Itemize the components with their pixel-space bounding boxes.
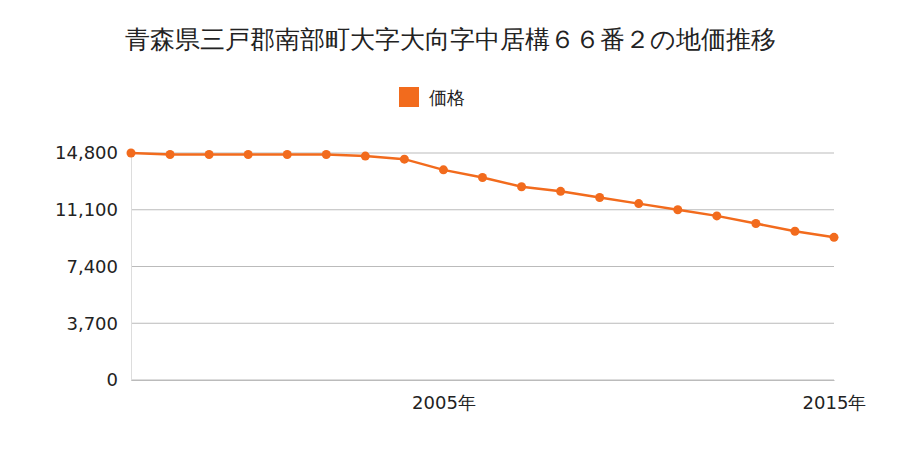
point — [205, 150, 214, 159]
y-axis-line — [131, 154, 132, 381]
x-tick: 2015年 — [803, 380, 867, 413]
point — [166, 150, 175, 159]
legend-label: 価格 — [429, 87, 465, 108]
grid-line — [131, 380, 834, 381]
point — [283, 150, 292, 159]
point — [244, 150, 253, 159]
point — [517, 182, 526, 191]
marks — [127, 149, 839, 242]
point — [634, 199, 643, 208]
y-tick-label: 11,100 — [55, 199, 118, 220]
grid-line — [131, 209, 834, 210]
y-tick: 0 — [107, 369, 131, 390]
grid-line — [131, 323, 834, 324]
legend: 価格 — [399, 87, 465, 108]
x-axis-line — [132, 380, 835, 381]
x-tick-label: 2015年 — [803, 392, 867, 413]
point — [439, 165, 448, 174]
y-tick: 14,800 — [55, 142, 131, 163]
x-axis: 2005年 2015年 — [132, 380, 867, 413]
y-tick-label: 7,400 — [66, 256, 118, 277]
grid-line — [131, 266, 834, 267]
point — [556, 187, 565, 196]
plot: 0 3,700 7,400 11,100 14,800 2005年 2015年 — [55, 142, 866, 413]
point — [830, 233, 839, 242]
point — [400, 155, 409, 164]
x-tick-label: 2005年 — [412, 392, 476, 413]
y-tick: 11,100 — [55, 199, 131, 220]
y-tick-label: 3,700 — [66, 313, 118, 334]
point — [478, 173, 487, 182]
line — [131, 153, 834, 237]
title: 青森県三戸郡南部町大字大向字中居構６６番２の地価推移 — [125, 25, 776, 54]
point — [127, 149, 136, 158]
y-tick-label: 0 — [107, 369, 118, 390]
point — [361, 152, 370, 161]
point — [790, 227, 799, 236]
grid — [131, 153, 834, 380]
point — [322, 150, 331, 159]
y-tick-label: 14,800 — [55, 142, 118, 163]
y-tick: 3,700 — [66, 313, 131, 334]
point — [751, 219, 760, 228]
point — [712, 211, 721, 220]
point — [673, 205, 682, 214]
y-tick: 7,400 — [66, 256, 131, 277]
legend-swatch — [399, 87, 419, 107]
chart: 青森県三戸郡南部町大字大向字中居構６６番２の地価推移 0 3,700 7,400 11,… — [0, 0, 900, 450]
y-axis: 0 3,700 7,400 11,100 14,800 — [55, 142, 131, 390]
point — [595, 193, 604, 202]
x-tick: 2005年 — [412, 380, 476, 413]
